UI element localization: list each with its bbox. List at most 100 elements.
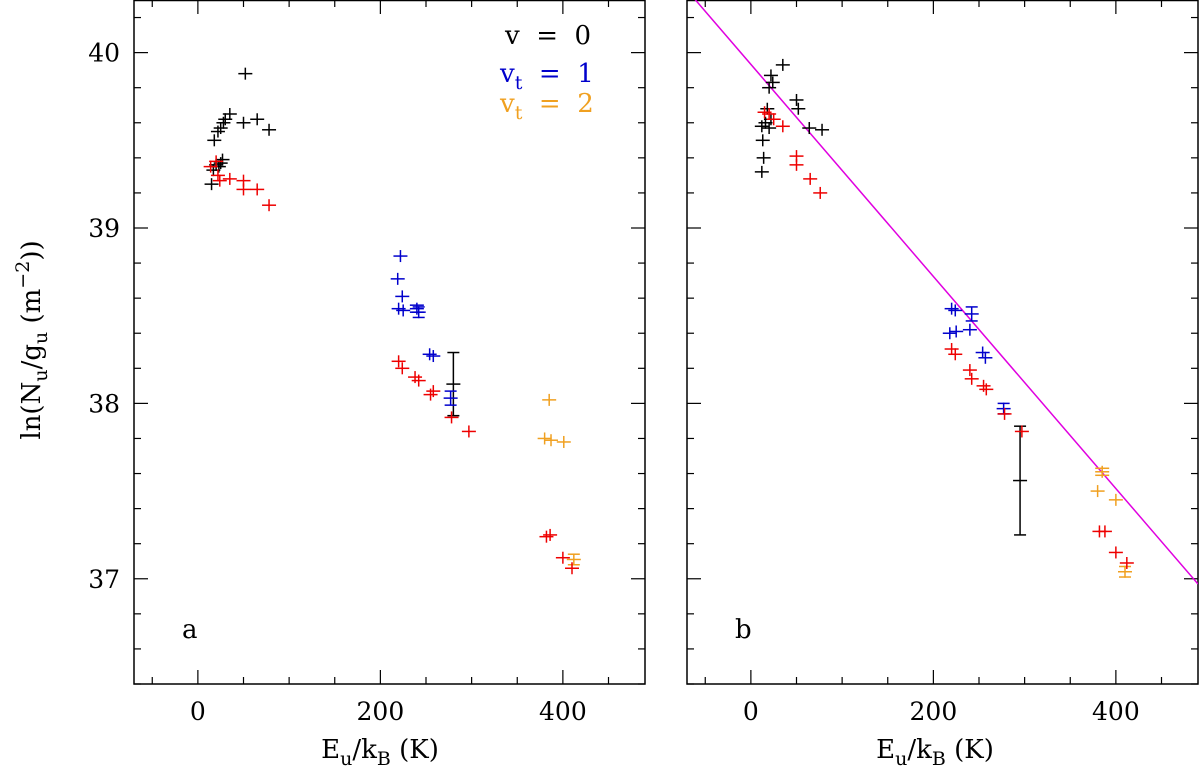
data-point [1090,485,1105,498]
data-point [789,93,804,106]
data-point [443,390,458,406]
panel-a: 0 200 400 37 38 39 40 a [88,0,646,726]
series-blue [390,250,458,406]
data-point [207,134,222,147]
series-red [203,155,579,575]
plot-frame [686,0,1199,685]
panel-label: a [182,615,198,645]
data-point [204,178,219,191]
y-tick-label: 39 [88,214,120,243]
plot-area [694,0,1198,585]
x-tick-label: 200 [910,697,958,726]
series-blue [942,302,1011,415]
data-point [978,351,993,364]
data-point [556,435,571,448]
data-point [542,393,557,406]
data-point [461,425,476,438]
data-point [949,325,964,338]
data-point [1118,565,1132,578]
data-point [1119,556,1134,569]
data-point [754,165,769,178]
data-point [948,304,963,317]
panel-b: 0 200 400 b [686,0,1199,726]
data-point [213,122,228,135]
data-point [544,434,559,447]
data-point [762,81,777,94]
x-tick-label: 400 [1092,697,1140,726]
data-point [222,172,237,185]
data-point [539,530,554,543]
fit-line [694,0,1198,585]
x-tick-label: 200 [357,697,405,726]
data-point [426,350,441,363]
data-point [262,123,277,136]
data-point [944,302,959,315]
data-point [756,151,771,164]
data-point [411,374,426,387]
data-point [802,122,817,135]
data-point [1013,425,1028,536]
data-point [962,323,977,336]
data-point [262,199,277,212]
data-point [209,155,224,168]
y-axis-title: ln(Nu/gu (m−2)) [12,240,52,439]
data-point [975,346,990,359]
data-point [996,402,1011,415]
data-point [391,355,406,368]
data-point [948,348,963,361]
data-point [446,351,461,417]
x-tick-label: 0 [743,697,759,726]
data-point [1097,525,1112,538]
data-point [250,183,265,196]
data-point [942,327,957,340]
data-point [964,372,979,385]
data-point [395,290,410,303]
x-axis-title-a: Eu/kB (K) [321,735,439,770]
data-point [962,364,977,377]
data-point [238,67,253,80]
data-point [765,76,780,89]
data-point [763,69,778,82]
series-orange [1090,465,1132,578]
data-point [803,172,818,185]
data-point [815,123,830,136]
data-point [789,158,804,171]
data-point [212,174,227,187]
data-point [565,562,579,575]
x-axis-title-b: Eu/kB (K) [876,735,994,770]
data-point [964,306,979,322]
data-point [1014,425,1029,438]
series-orange [537,393,581,566]
series-red [757,106,1134,569]
data-point [444,411,459,424]
data-point [566,553,581,566]
data-point [543,528,558,541]
legend: v = 0 vt = 1 vt = 2 [499,21,594,124]
x-tick-label: 0 [190,697,206,726]
x-tick-label: 400 [539,697,587,726]
data-point [210,169,225,182]
data-point [1108,546,1123,559]
data-point [813,186,828,199]
data-point [426,385,441,398]
data-point [422,348,437,361]
plot-frame [133,0,646,685]
data-point [775,120,790,133]
series-black [204,67,461,417]
data-point [944,343,959,356]
y-tick-label: 38 [88,389,120,418]
y-tick-label: 37 [88,565,120,594]
data-point [396,304,411,317]
data-point [393,250,408,263]
data-point [411,306,426,319]
legend-v0: v = 0 [504,21,591,51]
data-point [203,160,218,173]
y-tick-label: 40 [88,39,120,68]
data-point [1095,465,1110,478]
data-point [215,153,230,166]
data-point [791,102,806,115]
data-point [762,122,777,135]
series-black [754,58,1028,536]
data-point [997,407,1012,420]
